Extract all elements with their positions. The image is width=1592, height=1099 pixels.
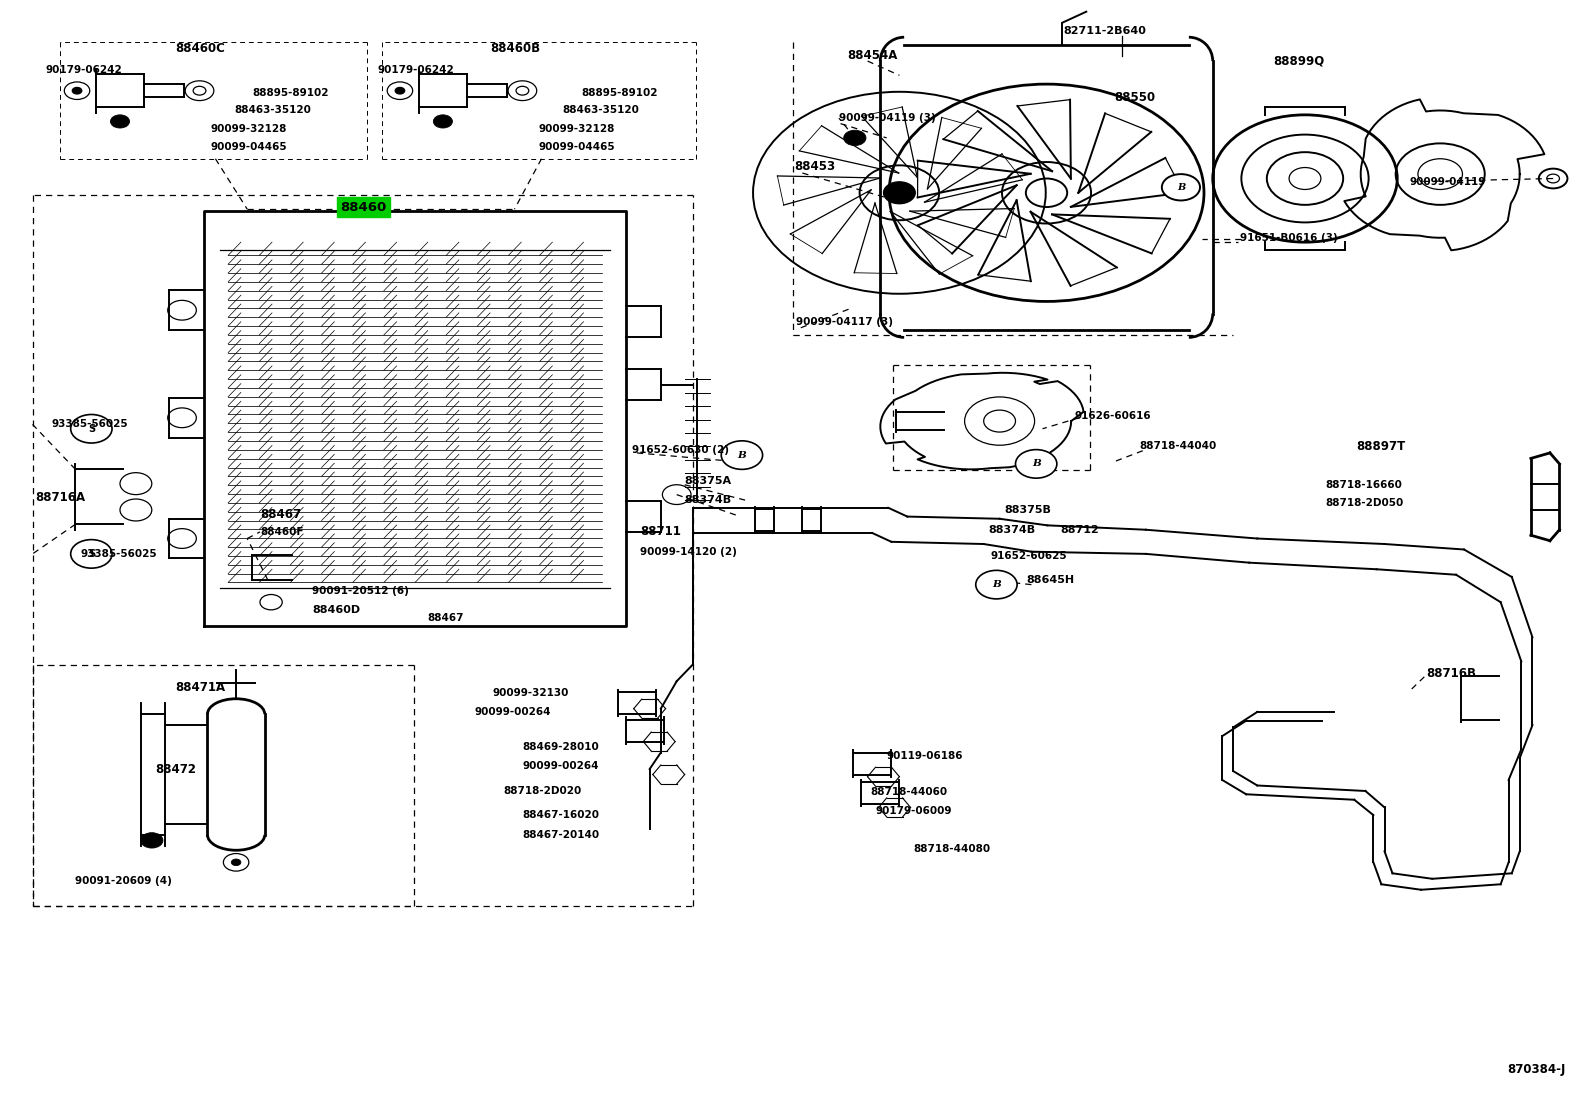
Text: 90099-04119 (3): 90099-04119 (3)	[839, 113, 936, 123]
Text: 88463-35120: 88463-35120	[234, 106, 312, 115]
Text: 88467-16020: 88467-16020	[522, 810, 600, 820]
Text: 88718-2D050: 88718-2D050	[1326, 499, 1404, 509]
Text: 88375B: 88375B	[1005, 504, 1051, 515]
Text: 90179-06009: 90179-06009	[876, 806, 952, 815]
Circle shape	[433, 115, 452, 127]
Text: 88472: 88472	[154, 763, 196, 776]
Text: B: B	[737, 451, 747, 459]
Text: 88460B: 88460B	[490, 43, 541, 55]
Text: 88718-16660: 88718-16660	[1326, 480, 1403, 490]
Text: 88718-44040: 88718-44040	[1140, 442, 1216, 452]
Text: 82711-2B640: 82711-2B640	[1063, 26, 1146, 36]
Circle shape	[72, 88, 81, 95]
Text: 90099-32128: 90099-32128	[210, 124, 287, 134]
Text: S: S	[88, 548, 96, 559]
Text: 90099-32130: 90099-32130	[492, 688, 568, 698]
Text: 88550: 88550	[1114, 91, 1156, 103]
Text: 90091-20609 (4): 90091-20609 (4)	[75, 876, 172, 886]
Text: 90099-00264: 90099-00264	[522, 761, 599, 770]
Text: 90091-20512 (6): 90091-20512 (6)	[312, 586, 409, 597]
Text: S: S	[88, 424, 96, 434]
Text: 93385-56025: 93385-56025	[80, 548, 158, 559]
Text: 88716A: 88716A	[35, 491, 86, 504]
Text: 91652-60625: 91652-60625	[990, 551, 1067, 562]
Text: 90099-04465: 90099-04465	[538, 142, 615, 152]
Text: 88374B: 88374B	[685, 496, 732, 506]
Circle shape	[1016, 449, 1057, 478]
Circle shape	[976, 570, 1017, 599]
Circle shape	[70, 540, 111, 568]
Text: 88460F: 88460F	[259, 526, 304, 537]
Text: 88453: 88453	[794, 160, 836, 173]
Text: 90099-14120 (2): 90099-14120 (2)	[640, 546, 737, 557]
Text: 90099-04119: 90099-04119	[1411, 177, 1487, 187]
Text: 88718-2D020: 88718-2D020	[503, 786, 581, 796]
Text: 91652-60630 (2): 91652-60630 (2)	[632, 445, 729, 455]
Text: 91651-B0616 (3): 91651-B0616 (3)	[1240, 233, 1337, 243]
Text: 90099-00264: 90099-00264	[474, 707, 551, 717]
Text: 88718-44060: 88718-44060	[871, 787, 947, 797]
Text: 93385-56025: 93385-56025	[51, 420, 129, 430]
Text: 870384-J: 870384-J	[1508, 1064, 1567, 1076]
Text: 88460: 88460	[341, 200, 387, 213]
Text: 90179-06242: 90179-06242	[45, 65, 123, 75]
Text: 90099-04117 (3): 90099-04117 (3)	[796, 318, 893, 328]
Text: 88716B: 88716B	[1426, 667, 1476, 680]
Text: 88711: 88711	[640, 525, 681, 539]
Text: 90119-06186: 90119-06186	[887, 751, 963, 761]
Text: 88718-44080: 88718-44080	[914, 844, 990, 854]
Text: 88374B: 88374B	[989, 524, 1035, 535]
Text: 88712: 88712	[1060, 524, 1098, 535]
Text: 91626-60616: 91626-60616	[1075, 411, 1151, 421]
Text: 88467-20140: 88467-20140	[522, 830, 600, 840]
Text: B: B	[1176, 182, 1184, 192]
Text: 88895-89102: 88895-89102	[581, 88, 657, 98]
Circle shape	[1162, 174, 1200, 200]
Text: 88463-35120: 88463-35120	[562, 106, 638, 115]
Text: 88899Q: 88899Q	[1274, 55, 1325, 67]
Text: 88375A: 88375A	[685, 477, 732, 487]
Circle shape	[231, 859, 240, 866]
Text: 88897T: 88897T	[1356, 440, 1406, 453]
Circle shape	[884, 181, 915, 203]
Text: 88460C: 88460C	[175, 43, 226, 55]
Text: B: B	[1032, 459, 1041, 468]
Circle shape	[70, 414, 111, 443]
Text: B: B	[992, 580, 1001, 589]
Circle shape	[140, 833, 162, 848]
Circle shape	[721, 441, 763, 469]
Circle shape	[844, 130, 866, 145]
Text: 88645H: 88645H	[1027, 575, 1075, 586]
Text: 88460D: 88460D	[312, 604, 360, 614]
Circle shape	[110, 115, 129, 127]
Text: 90099-32128: 90099-32128	[538, 124, 615, 134]
Text: 88895-89102: 88895-89102	[252, 88, 328, 98]
Text: 88467: 88467	[427, 612, 463, 622]
Circle shape	[395, 88, 404, 95]
Text: 88454A: 88454A	[847, 49, 898, 62]
Text: 88471A: 88471A	[175, 681, 226, 695]
Text: 90099-04465: 90099-04465	[210, 142, 287, 152]
Text: 88467: 88467	[259, 508, 301, 521]
Circle shape	[1025, 178, 1067, 207]
Text: 88469-28010: 88469-28010	[522, 742, 599, 752]
Text: 90179-06242: 90179-06242	[377, 65, 454, 75]
